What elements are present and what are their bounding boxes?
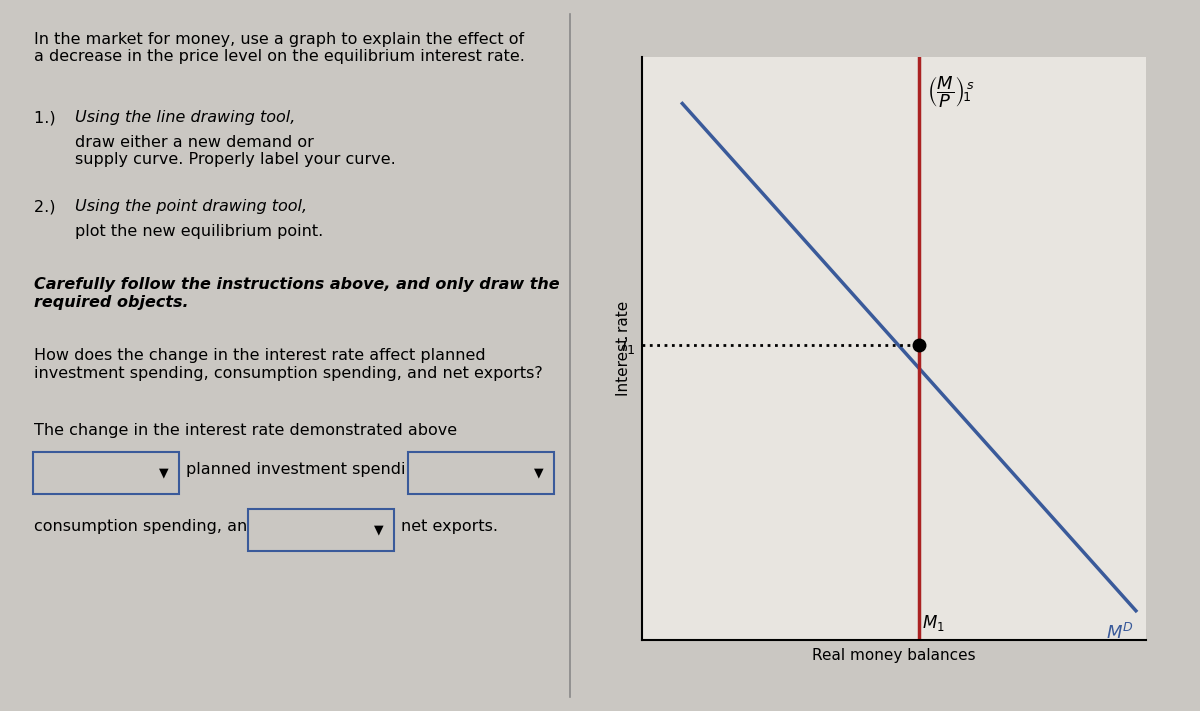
FancyBboxPatch shape xyxy=(408,452,554,493)
Text: plot the new equilibrium point.: plot the new equilibrium point. xyxy=(76,224,324,239)
Text: draw either a new demand or
supply curve. Properly label your curve.: draw either a new demand or supply curve… xyxy=(76,135,396,168)
Text: Using the line drawing tool,: Using the line drawing tool, xyxy=(76,110,296,125)
Text: ▼: ▼ xyxy=(158,466,169,479)
Y-axis label: Interest rate: Interest rate xyxy=(616,301,631,396)
Text: Carefully follow the instructions above, and only draw the
required objects.: Carefully follow the instructions above,… xyxy=(34,277,559,310)
Text: ▼: ▼ xyxy=(534,466,544,479)
Text: consumption spending, and: consumption spending, and xyxy=(34,518,258,534)
FancyBboxPatch shape xyxy=(32,452,179,493)
Text: Using the point drawing tool,: Using the point drawing tool, xyxy=(76,199,307,214)
Text: The change in the interest rate demonstrated above: The change in the interest rate demonstr… xyxy=(34,423,457,438)
Text: ▼: ▼ xyxy=(374,523,384,536)
Text: 2.): 2.) xyxy=(34,199,61,214)
Text: $M_1$: $M_1$ xyxy=(922,613,944,633)
Text: planned investment spending,: planned investment spending, xyxy=(186,461,431,477)
Text: $M^D$: $M^D$ xyxy=(1105,622,1134,643)
Text: How does the change in the interest rate affect planned
investment spending, con: How does the change in the interest rate… xyxy=(34,348,542,381)
Text: $i_1$: $i_1$ xyxy=(620,335,635,356)
FancyBboxPatch shape xyxy=(248,509,394,550)
Text: In the market for money, use a graph to explain the effect of
a decrease in the : In the market for money, use a graph to … xyxy=(34,32,524,65)
Text: net exports.: net exports. xyxy=(401,518,498,534)
Text: $\left(\dfrac{M}{P}\right)_{\!1}^{\,s}$: $\left(\dfrac{M}{P}\right)_{\!1}^{\,s}$ xyxy=(926,75,974,110)
X-axis label: Real money balances: Real money balances xyxy=(812,648,976,663)
Text: 1.): 1.) xyxy=(34,110,61,125)
